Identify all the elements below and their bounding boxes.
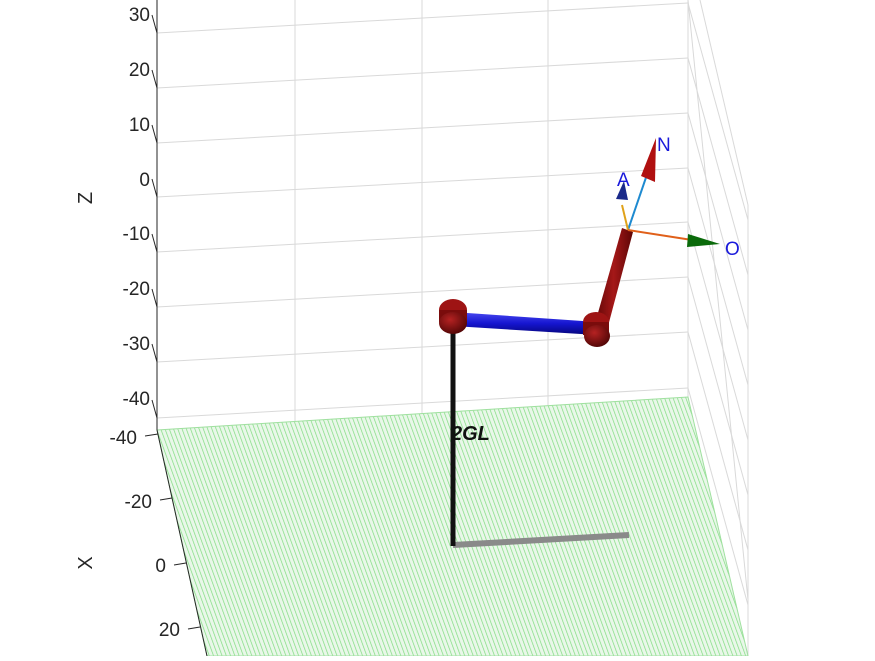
z-tick-label: -40 xyxy=(123,389,150,410)
x-axis: -40 -20 0 20 X xyxy=(75,428,208,657)
frame-axis-label-a: A xyxy=(617,170,630,191)
x-axis-label: X xyxy=(75,556,97,569)
robot-link-1 xyxy=(453,312,597,335)
z-tick-label: -10 xyxy=(123,224,150,245)
x-tick-label: 0 xyxy=(155,556,166,577)
z-tick-label: -20 xyxy=(123,279,150,300)
side-wall-grid xyxy=(687,0,749,656)
frame-axis-label-n: N xyxy=(657,135,671,156)
robot-link-2 xyxy=(594,228,633,330)
a-axis-arrow-icon xyxy=(616,181,628,200)
z-tick-label: 10 xyxy=(129,115,150,136)
z-tick-label: 0 xyxy=(139,170,150,191)
z-tick-label: 20 xyxy=(129,60,150,81)
frame-axis-label-o: O xyxy=(725,239,740,260)
robot-joint-2 xyxy=(583,312,610,347)
x-tick-label: 20 xyxy=(159,620,180,641)
x-tick-label: -20 xyxy=(125,492,152,513)
z-tick-label: 30 xyxy=(129,5,150,26)
z-axis: 30 20 10 0 -10 -20 -30 -40 Z xyxy=(75,0,158,430)
back-wall-grid xyxy=(156,0,689,430)
x-tick-label: -40 xyxy=(110,428,137,449)
n-axis-arrow-icon xyxy=(641,138,656,182)
z-axis-label: Z xyxy=(75,192,97,204)
robot-joint-1 xyxy=(439,299,467,334)
z-tick-label: -30 xyxy=(123,334,150,355)
end-effector-frame: N A O xyxy=(616,135,740,260)
robot-shadow xyxy=(452,532,630,548)
o-axis-arrow-icon xyxy=(687,234,720,247)
robot-name: 2GL xyxy=(450,423,490,445)
